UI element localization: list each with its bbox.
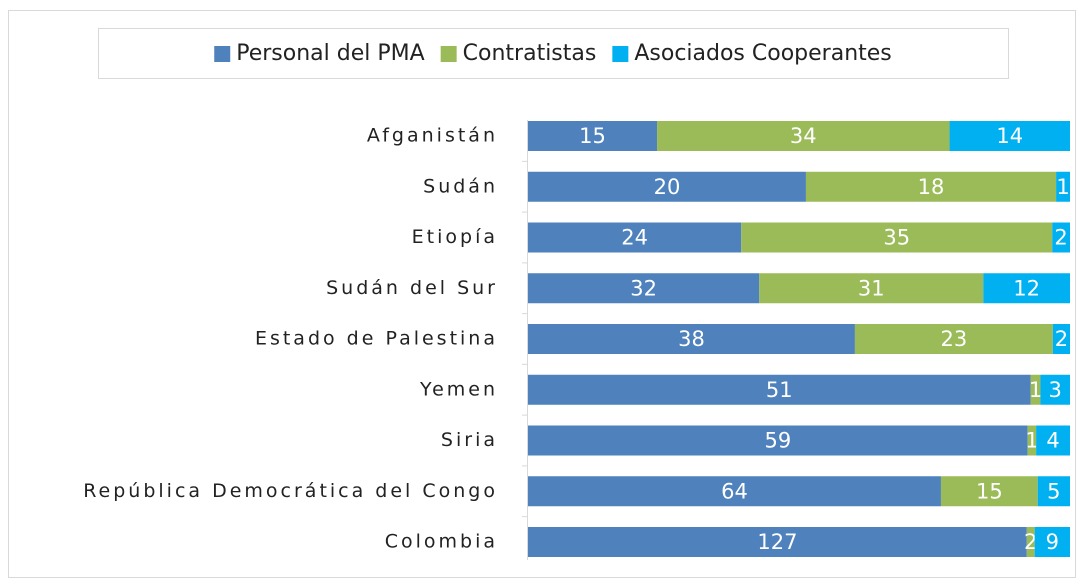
value-label: 2 [1024, 530, 1037, 554]
bar-segment [940, 476, 1038, 507]
y-tick-label: República Democrática del Congo [83, 480, 498, 502]
value-label: 4 [1046, 429, 1059, 453]
bar-segment [528, 121, 658, 151]
y-tick-label: Etiopía [412, 226, 498, 248]
legend-swatch [440, 46, 457, 62]
bar-segment [1040, 374, 1070, 405]
bar-segment [528, 476, 941, 507]
value-label: 38 [678, 327, 705, 351]
legend-box [98, 28, 1009, 79]
value-label: 1 [1056, 175, 1069, 199]
legend-label: Asociados Cooperantes [634, 41, 891, 66]
bar-segment [1036, 425, 1070, 456]
value-label: 35 [883, 226, 910, 250]
value-label: 23 [940, 327, 967, 351]
value-label: 15 [579, 124, 606, 148]
legend-label: Personal del PMA [236, 41, 424, 66]
y-tick-label: Yemen [419, 378, 498, 400]
value-label: 1 [1029, 378, 1042, 402]
value-label: 24 [621, 226, 648, 250]
bar-segment [657, 121, 950, 151]
value-label: 3 [1049, 378, 1062, 402]
bar-segment [741, 222, 1053, 253]
value-label: 1 [1025, 429, 1038, 453]
value-label: 51 [766, 378, 793, 402]
y-tick-label: Afganistán [367, 125, 498, 147]
bar-segment [1056, 171, 1070, 202]
bar-segment [983, 273, 1070, 304]
bar-segment [854, 324, 1053, 354]
value-label: 2 [1054, 226, 1067, 250]
value-label: 64 [721, 479, 748, 503]
bar-segment [528, 425, 1028, 456]
bar-segment [1052, 324, 1070, 354]
bar-segment [1026, 527, 1035, 557]
bar-segment [1027, 425, 1037, 456]
value-label: 34 [790, 124, 817, 148]
value-label: 15 [976, 479, 1003, 503]
value-label: 59 [764, 429, 791, 453]
bar-segment [528, 324, 855, 354]
value-label: 31 [858, 276, 885, 300]
value-label: 12 [1013, 276, 1040, 300]
bar-segment [528, 222, 742, 253]
bar-segment [805, 171, 1057, 202]
legend-label: Contratistas [463, 41, 597, 66]
value-label: 18 [918, 175, 945, 199]
value-label: 2 [1055, 327, 1068, 351]
value-label: 20 [654, 175, 681, 199]
y-tick-label: Colombia [385, 531, 498, 553]
y-tick-label: Sudán del Sur [326, 277, 498, 299]
y-tick-label: Sudán [423, 175, 498, 197]
value-label: 14 [996, 124, 1023, 148]
bar-segment [528, 527, 1027, 557]
y-tick-label: Siria [441, 429, 498, 451]
y-tick-label: Estado de Palestina [255, 328, 498, 350]
bar-segment [949, 121, 1070, 151]
value-label: 32 [630, 276, 657, 300]
bar-segment [1052, 222, 1070, 253]
bar-segment [1037, 476, 1070, 507]
value-label: 9 [1046, 530, 1059, 554]
bar-segment [1030, 374, 1041, 405]
value-label: 5 [1047, 479, 1060, 503]
bar-segment [759, 273, 984, 304]
value-label: 127 [757, 530, 797, 554]
legend-swatch [612, 46, 629, 62]
bar-segment [528, 171, 806, 202]
bar-segment [1034, 527, 1070, 557]
bar-segment [528, 374, 1031, 405]
legend-swatch [214, 46, 231, 62]
bar-segment [528, 273, 760, 304]
